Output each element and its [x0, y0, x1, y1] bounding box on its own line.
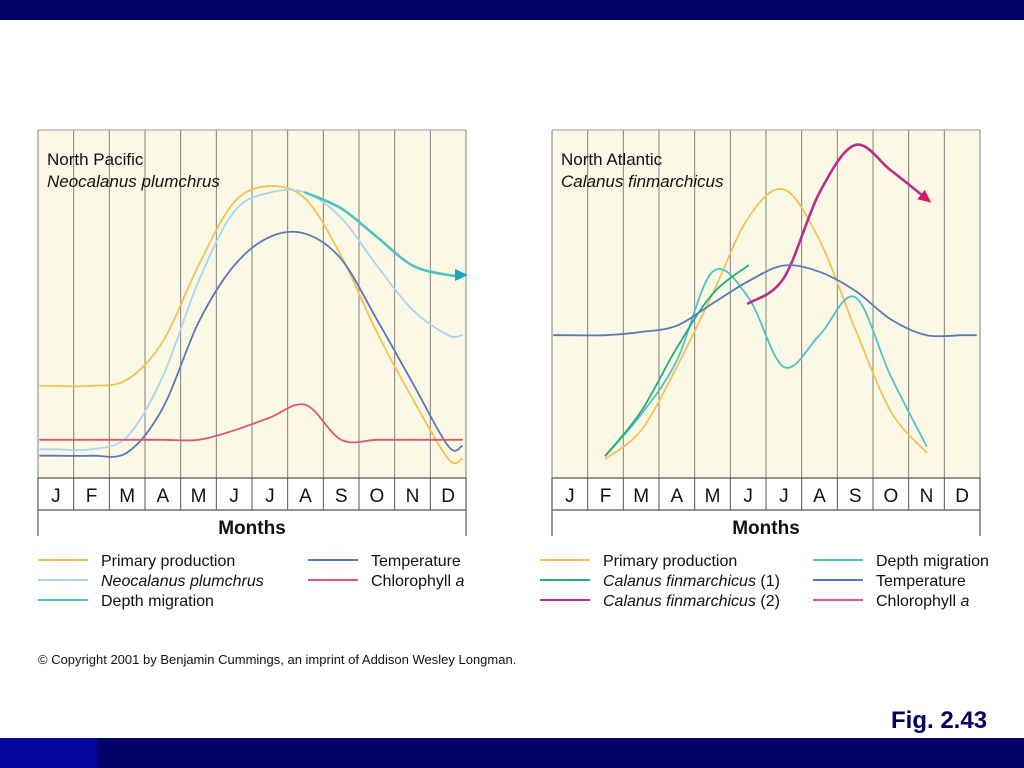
- legend-label: Primary production: [603, 553, 737, 570]
- slide-bottom-bar-accent: [0, 738, 97, 768]
- legend-label: Neocalanus plumchrus: [101, 573, 264, 590]
- month-tick-label: F: [86, 486, 98, 507]
- month-tick-label: S: [849, 486, 862, 507]
- month-tick-label: A: [670, 486, 683, 507]
- legend-entry: Calanus finmarchicus (1): [540, 573, 780, 590]
- legend-label: Calanus finmarchicus (2): [603, 593, 780, 610]
- month-tick-label: D: [955, 486, 969, 507]
- series-line-neocalanus-plumchrus: [39, 188, 463, 452]
- month-tick-label: O: [883, 486, 898, 507]
- legend-entry: Temperature: [813, 573, 966, 590]
- x-axis-label: Months: [218, 518, 286, 539]
- slide-top-bar: [0, 0, 1024, 20]
- month-tick-label: J: [565, 486, 575, 507]
- panel-species-title: Calanus finmarchicus: [561, 172, 724, 191]
- series-line-temperature: [553, 264, 977, 338]
- legend-label: Depth migration: [876, 553, 989, 570]
- month-tick-label: J: [743, 486, 753, 507]
- x-axis-label: Months: [732, 518, 800, 539]
- series-line-depth-migration: [604, 268, 928, 457]
- legend-label: Chlorophyll a: [371, 573, 464, 590]
- legend-entry: Neocalanus plumchrus: [38, 573, 264, 590]
- month-tick-label: A: [299, 486, 312, 507]
- month-tick-label: M: [119, 486, 135, 507]
- legend-entry: Temperature: [308, 553, 461, 570]
- month-tick-label: O: [369, 486, 384, 507]
- month-tick-label: N: [920, 486, 934, 507]
- legend-label: Temperature: [371, 553, 461, 570]
- panel-region-title: North Pacific: [47, 150, 144, 169]
- month-tick-label: J: [779, 486, 789, 507]
- month-tick-label: A: [813, 486, 826, 507]
- figure-label: Fig. 2.43: [891, 707, 988, 734]
- month-tick-label: J: [229, 486, 239, 507]
- month-tick-label: M: [633, 486, 649, 507]
- series-line-depth-migration: [304, 191, 464, 278]
- series-line-primary-production: [604, 187, 928, 460]
- month-tick-label: F: [600, 486, 612, 507]
- month-tick-label: N: [406, 486, 420, 507]
- series-line-calanus-finmarchicus-2: [746, 143, 928, 305]
- month-tick-label: J: [51, 486, 61, 507]
- series-line-chlorophyll-a: [39, 403, 463, 444]
- month-tick-label: A: [156, 486, 169, 507]
- legend-label: Chlorophyll a: [876, 593, 969, 610]
- month-tick-label: M: [191, 486, 207, 507]
- arrowhead-depth-migration: [455, 268, 468, 281]
- panel-region-title: North Atlantic: [561, 150, 663, 169]
- legend-entry: Depth migration: [38, 593, 214, 610]
- series-line-temperature: [39, 230, 463, 458]
- legend-entry: Chlorophyll a: [813, 593, 969, 610]
- month-tick-label: M: [705, 486, 721, 507]
- legend-label: Depth migration: [101, 593, 214, 610]
- legend-entry: Primary production: [38, 553, 235, 570]
- month-tick-label: D: [441, 486, 455, 507]
- month-tick-label: S: [335, 486, 348, 507]
- month-tick-label: J: [265, 486, 275, 507]
- legend-label: Primary production: [101, 553, 235, 570]
- legend-entry: Chlorophyll a: [308, 573, 464, 590]
- slide-bottom-bar: [0, 738, 1024, 768]
- copyright-notice: © Copyright 2001 by Benjamin Cummings, a…: [38, 652, 517, 667]
- legend-entry: Primary production: [540, 553, 737, 570]
- legend-entry: Calanus finmarchicus (2): [540, 593, 780, 610]
- legend-entry: Depth migration: [813, 553, 989, 570]
- arrowhead-calanus-finmarchicus-2: [917, 189, 932, 203]
- series-line-primary-production: [39, 185, 463, 465]
- panel-species-title: Neocalanus plumchrus: [47, 172, 220, 191]
- series-line-calanus-finmarchicus-1: [604, 264, 750, 457]
- legend-label: Calanus finmarchicus (1): [603, 573, 780, 590]
- legend-label: Temperature: [876, 573, 966, 590]
